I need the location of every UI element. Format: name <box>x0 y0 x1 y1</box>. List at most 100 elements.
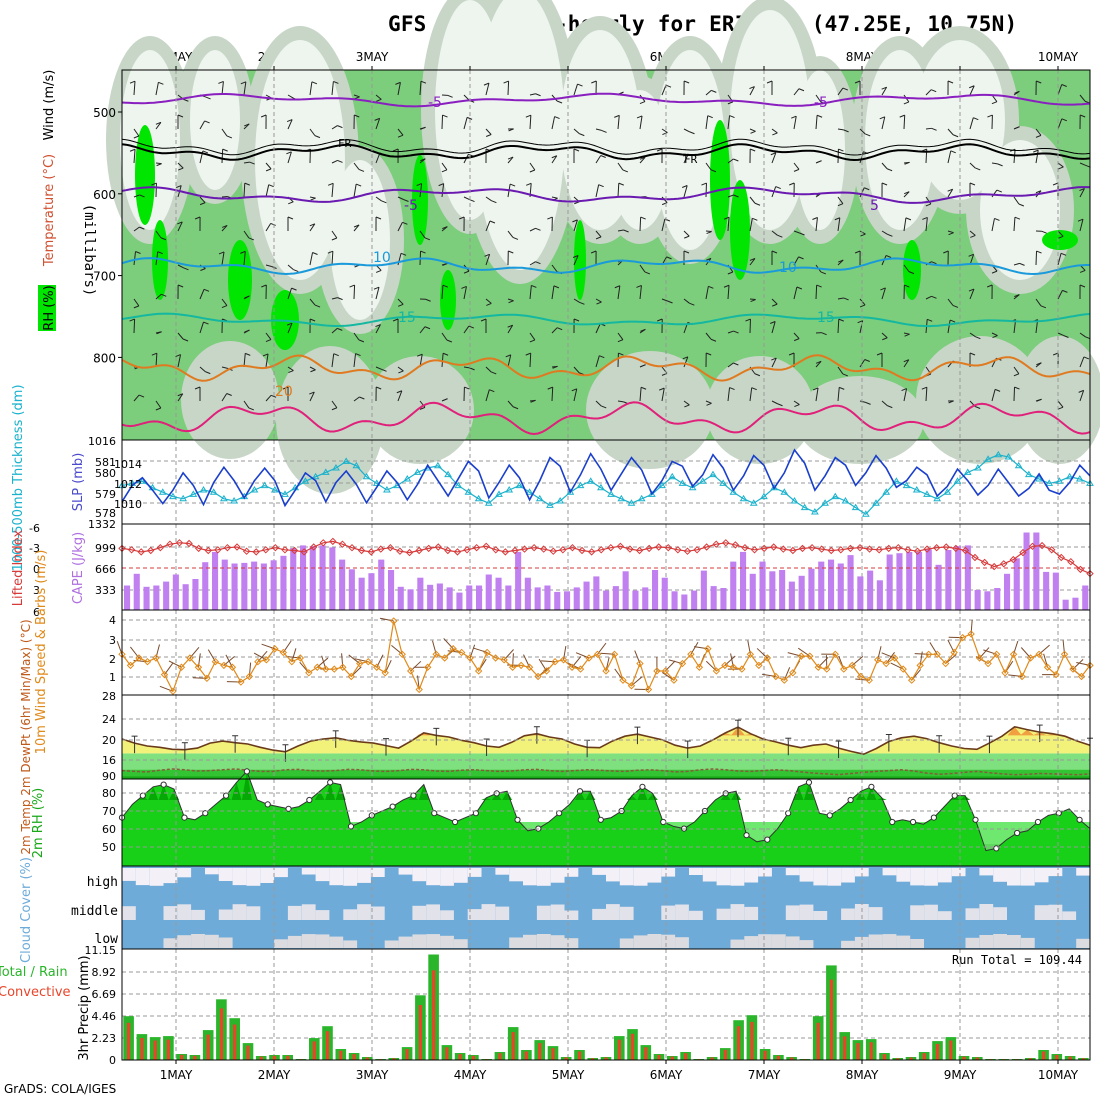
wind-barb <box>793 256 799 266</box>
cloud-middle-gap <box>536 905 551 920</box>
wind-barb <box>705 257 712 261</box>
y-tick-label: 3 <box>109 634 116 647</box>
cloud-high-gap <box>274 868 288 878</box>
wind-barb <box>947 319 951 334</box>
li-point <box>1019 548 1027 557</box>
wind-barb <box>512 406 519 410</box>
rh-point <box>327 779 334 786</box>
wind-barb <box>397 390 403 402</box>
wind-barb <box>1014 294 1020 298</box>
li-point <box>798 544 807 553</box>
x-tick-label-bottom: 3MAY <box>356 1068 389 1082</box>
wind-barb <box>202 150 209 154</box>
wind-barb <box>777 403 783 407</box>
li-point <box>434 543 442 551</box>
li-point <box>961 546 970 555</box>
wind-barb <box>151 352 158 356</box>
wind-barb <box>243 81 247 96</box>
rh-high-fill <box>803 782 814 800</box>
thickness-point <box>933 494 942 502</box>
cloud-middle-gap <box>993 907 1007 920</box>
cape-bar <box>534 587 541 610</box>
wind-barb <box>640 328 646 332</box>
temp-contour-10 <box>121 257 1090 276</box>
x-tick-label-bottom: 8MAY <box>846 1068 879 1082</box>
wind-barb <box>749 196 756 204</box>
wind-barb <box>837 366 844 375</box>
wind-barb <box>507 156 514 160</box>
wind-barb <box>530 399 536 403</box>
wind-barb <box>1057 235 1064 239</box>
cape-bar <box>788 581 795 610</box>
wind-barb <box>573 298 580 303</box>
thickness-point <box>576 481 585 489</box>
wind-barb <box>133 135 140 139</box>
li-point <box>242 547 251 555</box>
thickness-point <box>1024 470 1033 478</box>
wind-speed-point <box>576 665 585 673</box>
wind-barb <box>887 233 893 237</box>
wind-speed-point <box>500 656 508 664</box>
thickness-point <box>403 475 412 482</box>
cape-bar <box>1004 573 1011 610</box>
cloud-low-gap <box>744 936 759 948</box>
cloud-high-gap <box>398 868 413 875</box>
wind-barb <box>1014 126 1020 130</box>
wind-barb <box>903 115 906 130</box>
cloud-middle-gap <box>1062 911 1077 920</box>
x-tick-label-bottom: 5MAY <box>552 1068 585 1082</box>
wind-barb <box>590 250 597 254</box>
wind-barb <box>353 396 360 402</box>
rh-point <box>639 783 646 790</box>
wind-barb <box>529 332 536 341</box>
wind-barb <box>286 322 293 326</box>
cape-bar <box>319 545 326 610</box>
contour-label: -5 <box>814 95 828 111</box>
cape-bar <box>270 560 277 610</box>
wind-barb <box>595 155 602 164</box>
wind-barb <box>843 129 849 133</box>
cloud-middle-gap <box>689 910 703 920</box>
slp-line <box>121 448 1091 508</box>
wind-barb <box>420 158 426 162</box>
wind-barb <box>636 115 643 119</box>
wind-barb <box>203 321 209 325</box>
x-tick-label-bottom: 6MAY <box>650 1068 683 1082</box>
wind-barb <box>903 217 907 232</box>
wind-barb <box>243 183 246 198</box>
wind-barb <box>373 286 380 290</box>
wind-barb <box>221 251 225 266</box>
wind-barb <box>991 101 998 105</box>
wind-barb <box>554 116 560 120</box>
cloud-middle-gap <box>440 910 454 920</box>
cloud-middle-gap <box>495 906 510 920</box>
wind-barb <box>752 217 758 221</box>
precip-convective-bar <box>166 1039 170 1060</box>
wind-barb <box>177 114 184 118</box>
wind-barb <box>927 318 933 322</box>
cape-bar <box>290 548 297 610</box>
rh-point <box>410 792 417 799</box>
cloud-low-gap <box>647 934 662 948</box>
cloud-low-gap <box>910 939 924 948</box>
wind-speed-point <box>950 648 958 657</box>
wind-barb <box>727 217 730 232</box>
thickness-point <box>607 490 615 497</box>
precip-convective-bar <box>445 1047 449 1060</box>
thickness-point <box>780 488 789 495</box>
wind-barb <box>287 264 294 270</box>
cape-bar <box>700 570 707 610</box>
li-point <box>645 544 653 553</box>
wind-barb <box>485 389 490 402</box>
wind-barb <box>353 224 360 228</box>
wind-barb <box>842 87 849 91</box>
wind-barb <box>903 332 910 335</box>
rh-point <box>160 781 167 788</box>
rh-point <box>1014 829 1021 837</box>
precip-convective-bar <box>352 1054 356 1060</box>
wind-barb <box>375 324 381 334</box>
wind-speed-point <box>483 648 491 657</box>
wind-barb <box>463 270 470 274</box>
cape-bar <box>642 587 649 610</box>
wind-barb <box>156 331 162 335</box>
